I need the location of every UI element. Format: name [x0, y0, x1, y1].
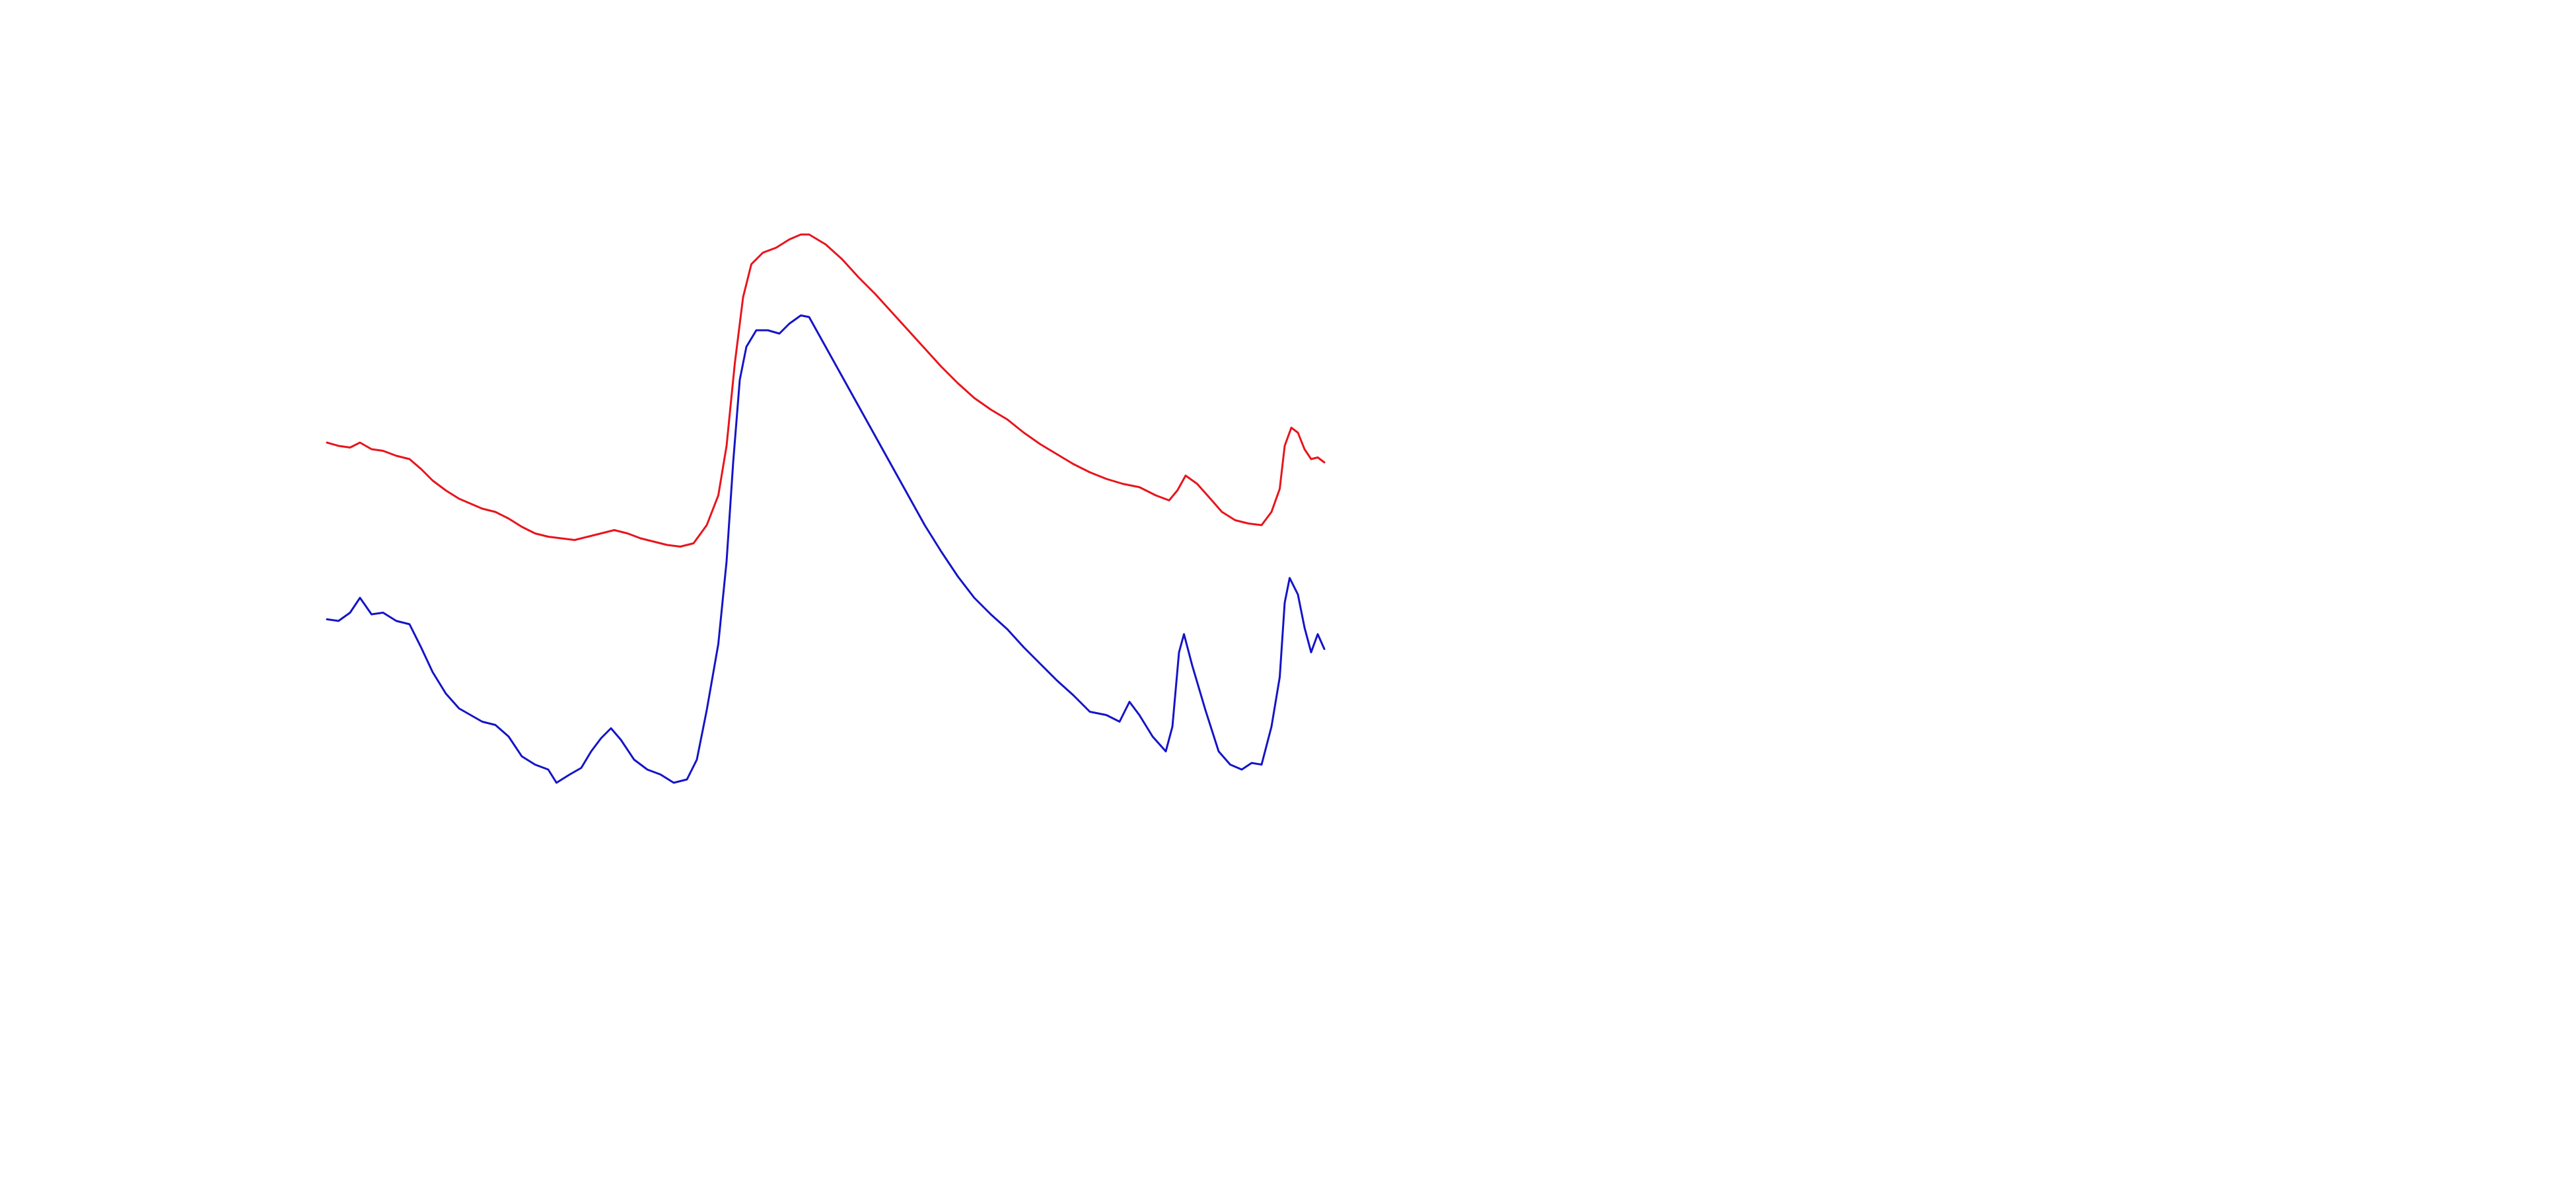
line-series	[326, 314, 1326, 784]
line-series	[326, 233, 1326, 548]
